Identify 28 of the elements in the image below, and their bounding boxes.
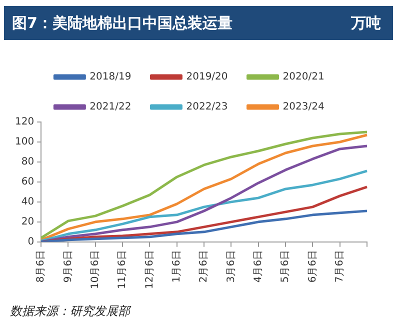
x-tick-label: 7月6日 bbox=[334, 250, 346, 283]
x-tick-label: 1月6日 bbox=[171, 250, 182, 283]
y-tick-label: 80 bbox=[21, 156, 34, 168]
legend-label: 2019/20 bbox=[186, 72, 228, 83]
y-tick-label: 40 bbox=[21, 196, 34, 208]
y-tick-label: 20 bbox=[21, 216, 34, 228]
x-tick-label: 11月6日 bbox=[117, 250, 128, 290]
x-tick-label: 3月6日 bbox=[226, 250, 237, 283]
legend-label: 2021/22 bbox=[90, 102, 132, 113]
chart-title: 图7：美陆地棉出口中国总装运量 bbox=[12, 14, 232, 32]
legend-label: 2023/24 bbox=[282, 102, 324, 113]
text: 万吨 bbox=[351, 14, 381, 32]
y-tick-label: 60 bbox=[21, 176, 34, 188]
x-tick-label: 4月6日 bbox=[252, 250, 264, 283]
y-tick-label: 100 bbox=[14, 136, 34, 148]
source-note: 数据来源：研究发展部 bbox=[10, 303, 130, 320]
x-tick-label: 9月6日 bbox=[62, 250, 74, 283]
x-tick-label: 8月6日 bbox=[36, 250, 47, 283]
y-tick-label: 0 bbox=[28, 236, 34, 248]
y-tick-label: 120 bbox=[14, 116, 34, 128]
legend-label: 2020/21 bbox=[282, 72, 324, 83]
x-tick-label: 5月6日 bbox=[280, 250, 292, 283]
legend-label: 2018/19 bbox=[90, 72, 132, 83]
x-tick-label: 10月6日 bbox=[90, 250, 101, 290]
x-tick-label: 12月6日 bbox=[144, 250, 156, 290]
x-tick-label: 6月6日 bbox=[307, 250, 318, 283]
x-tick-label: 2月6日 bbox=[198, 250, 210, 283]
legend-label: 2022/23 bbox=[186, 102, 228, 113]
